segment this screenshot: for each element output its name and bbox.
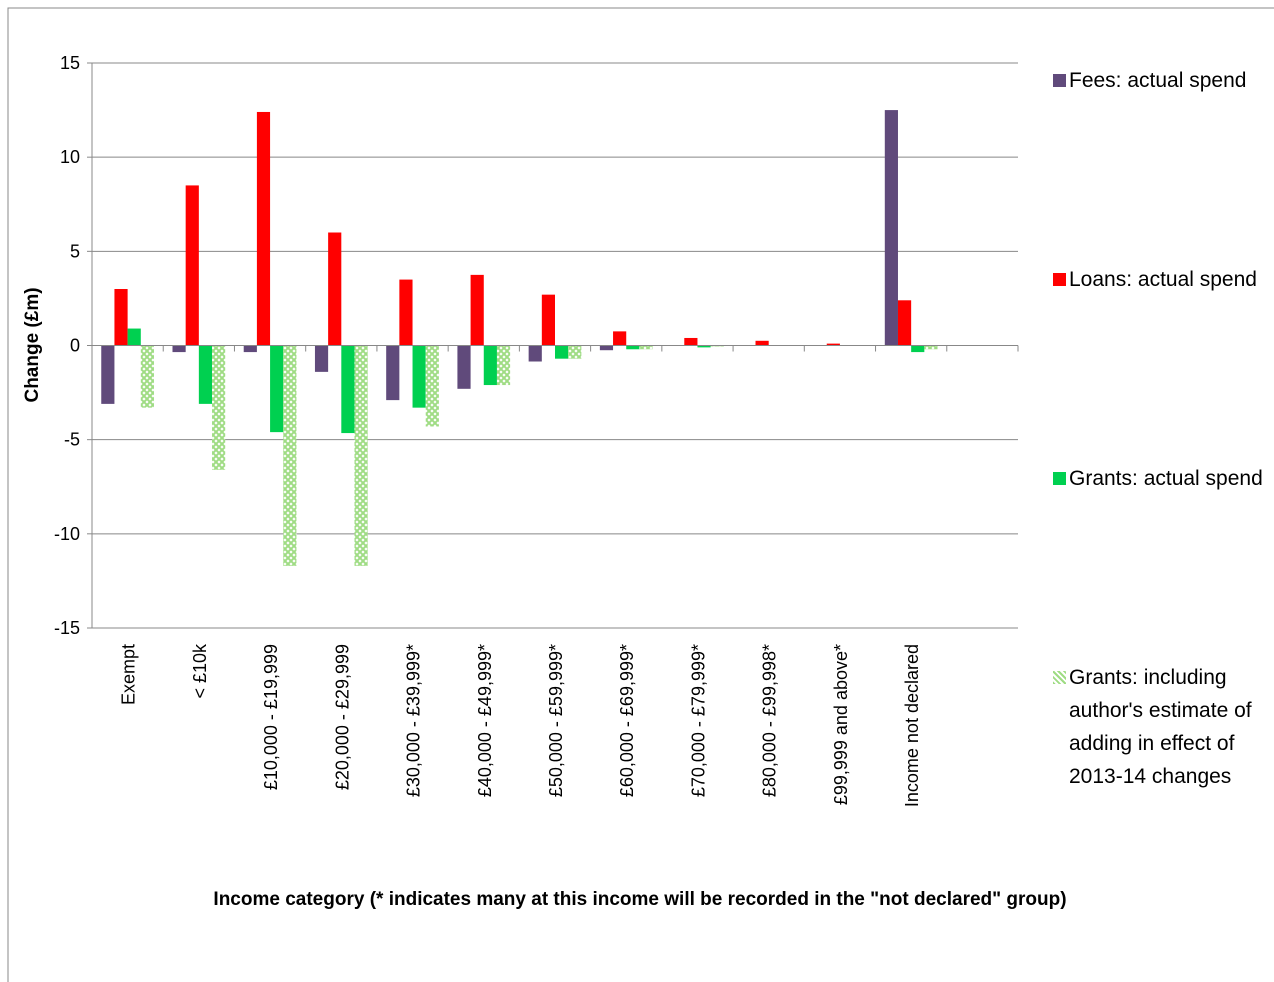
bar: [114, 289, 128, 346]
bar: [528, 345, 542, 362]
bar: [626, 345, 640, 350]
x-tick-label: < £10k: [190, 643, 210, 699]
bar: [101, 345, 115, 404]
bar: [243, 345, 257, 353]
bar: [599, 345, 614, 351]
y-tick-label: -10: [54, 524, 80, 544]
x-tick-label: Exempt: [119, 644, 139, 705]
bar: [140, 345, 154, 408]
bar: [884, 110, 898, 346]
bar: [639, 345, 653, 350]
legend-swatch: [1053, 671, 1066, 684]
bar: [613, 331, 627, 346]
legend-label: Fees: actual spend: [1069, 69, 1247, 92]
legend-label: Grants: actual spend: [1069, 467, 1263, 490]
bar: [470, 274, 484, 346]
bar: [386, 345, 400, 401]
bar: [457, 345, 471, 389]
y-axis-title: Change (£m): [22, 287, 43, 402]
bar: [755, 340, 769, 346]
bar: [684, 337, 698, 346]
x-tick-label: £99,999 and above*: [831, 644, 851, 805]
x-tick-label: £30,000 - £39,999*: [404, 644, 424, 797]
legend-swatch: [1053, 472, 1066, 485]
y-tick-label: -5: [64, 430, 80, 450]
bar: [212, 345, 226, 470]
x-axis-title: Income category (* indicates many at thi…: [213, 889, 1067, 910]
legend-label: Loans: actual spend: [1069, 268, 1257, 291]
bar: [496, 345, 511, 386]
y-tick-label: 15: [60, 53, 80, 73]
bar: [924, 345, 938, 350]
x-tick-label: £20,000 - £29,999: [332, 644, 352, 790]
bar: [568, 345, 582, 359]
x-tick-label: £50,000 - £59,999*: [546, 644, 566, 797]
bar: [283, 345, 297, 566]
bar: [826, 343, 840, 346]
bar: [127, 328, 141, 346]
x-tick-label: £70,000 - £79,999*: [688, 644, 708, 797]
bar: [256, 111, 271, 346]
y-tick-label: 10: [60, 147, 80, 167]
bar: [425, 345, 439, 427]
bar: [412, 345, 426, 408]
bar: [483, 345, 497, 386]
bar: [697, 345, 711, 348]
bar: [198, 345, 213, 404]
bar: [399, 279, 413, 346]
chart-border: [7, 7, 1274, 982]
bar: [328, 232, 342, 346]
x-tick-label: £80,000 - £99,998*: [760, 644, 780, 797]
y-tick-label: 5: [70, 241, 80, 261]
x-tick-label: £40,000 - £49,999*: [475, 644, 495, 797]
bar: [172, 345, 186, 353]
legend-swatch: [1053, 74, 1066, 87]
bar: [541, 294, 555, 346]
bar: [354, 345, 368, 566]
bar: [341, 345, 355, 434]
bar: [911, 345, 925, 353]
bar: [555, 345, 569, 359]
x-tick-label: £60,000 - £69,999*: [617, 644, 637, 797]
bar: [897, 300, 912, 346]
x-tick-label: Income not declared: [902, 644, 922, 807]
y-tick-label: 0: [70, 336, 80, 356]
bar: [270, 345, 284, 433]
bar: [314, 345, 329, 372]
x-tick-label: £10,000 - £19,999: [261, 644, 281, 790]
bar: [185, 185, 199, 346]
y-tick-label: -15: [54, 618, 80, 638]
legend-label: Grants: including author's estimate of a…: [1069, 666, 1252, 788]
legend-swatch: [1053, 273, 1066, 286]
